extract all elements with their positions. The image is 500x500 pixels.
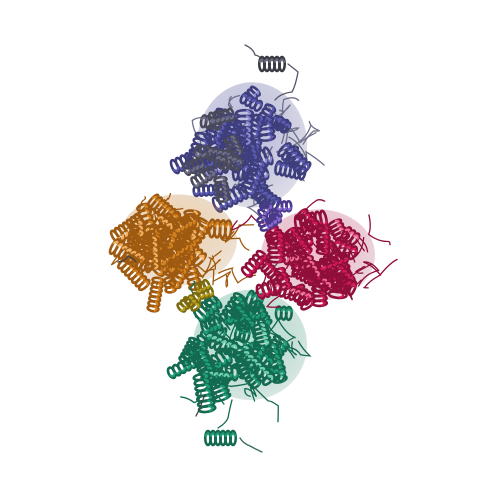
chain-c-crimson-domain bbox=[231, 199, 398, 311]
chain-a-helix bbox=[273, 115, 292, 134]
chain-a-helix bbox=[239, 158, 268, 196]
chain-b-helix bbox=[146, 276, 165, 313]
chain-b-helix bbox=[207, 218, 233, 240]
chain-b-helix bbox=[142, 235, 162, 271]
chain-a-helix bbox=[234, 108, 255, 146]
chain-a-helix bbox=[277, 142, 312, 177]
chain-d-helix bbox=[203, 331, 239, 358]
chain-a-grey-helix bbox=[224, 153, 243, 172]
chain-a-grey-helix bbox=[182, 156, 205, 177]
chain-c-loop bbox=[367, 214, 391, 246]
interface-violet-helix bbox=[264, 212, 282, 229]
chain-b-loop bbox=[212, 271, 232, 288]
chain-a-grey-helix bbox=[207, 107, 235, 126]
chain-d-loop bbox=[277, 336, 298, 356]
interface-yellow-helix bbox=[184, 294, 202, 312]
chain-b-helix bbox=[168, 252, 196, 290]
left-stray-coil bbox=[117, 255, 137, 263]
chain-c-helix bbox=[267, 232, 287, 264]
interface-violet-helix bbox=[275, 199, 293, 213]
bottom-terminus-coil bbox=[239, 437, 263, 453]
chain-a-helix bbox=[239, 92, 264, 112]
chain-a-loop bbox=[227, 95, 241, 109]
lower-stray-coil bbox=[195, 394, 206, 417]
chain-c-helix bbox=[315, 224, 331, 256]
chain-a-grey-helix bbox=[213, 175, 231, 203]
chain-d-helix bbox=[231, 304, 256, 331]
chain-b-loop bbox=[218, 267, 257, 284]
chain-d-helix bbox=[202, 368, 231, 386]
chain-d-helix bbox=[250, 322, 273, 348]
chain-a-grey-helix bbox=[223, 134, 244, 158]
chain-c-loop bbox=[363, 258, 398, 289]
chain-d-loop bbox=[267, 321, 295, 359]
chain-d-green-domain bbox=[166, 254, 312, 423]
chain-c-helix bbox=[332, 238, 359, 261]
chain-d-loop bbox=[252, 385, 279, 423]
bottom-linker-coil bbox=[217, 399, 233, 429]
chain-c-loop bbox=[344, 261, 373, 277]
terminal-helices bbox=[117, 44, 299, 453]
bottom-terminal-helix bbox=[203, 429, 238, 447]
chain-c-helix bbox=[318, 251, 349, 273]
top-linker-coil bbox=[274, 63, 299, 101]
chain-b-loop bbox=[208, 250, 222, 270]
chain-c-loop bbox=[357, 261, 382, 287]
chain-c-loop bbox=[354, 265, 366, 274]
interface-yellow-helix bbox=[193, 278, 211, 295]
chain-b-orange-domain bbox=[108, 192, 257, 313]
chain-b-helix bbox=[129, 219, 147, 238]
chain-b-helix bbox=[171, 212, 198, 235]
chain-c-helix bbox=[273, 266, 293, 291]
chain-d-loop bbox=[266, 318, 296, 339]
chain-a-loop bbox=[280, 122, 317, 145]
chain-a-grey-helix bbox=[190, 165, 217, 190]
top-terminal-helix bbox=[257, 55, 287, 73]
chain-a-loop bbox=[279, 97, 300, 113]
chain-d-loop bbox=[288, 340, 312, 357]
chain-c-helix bbox=[240, 249, 269, 278]
chain-d-helix bbox=[192, 372, 217, 414]
chain-a-blue-domain bbox=[169, 82, 325, 223]
chain-d-helix bbox=[238, 349, 276, 387]
subunit-interface bbox=[176, 199, 293, 313]
chain-b-helix bbox=[146, 193, 180, 226]
chain-b-loop bbox=[219, 237, 250, 251]
chain-c-helix bbox=[283, 226, 313, 259]
